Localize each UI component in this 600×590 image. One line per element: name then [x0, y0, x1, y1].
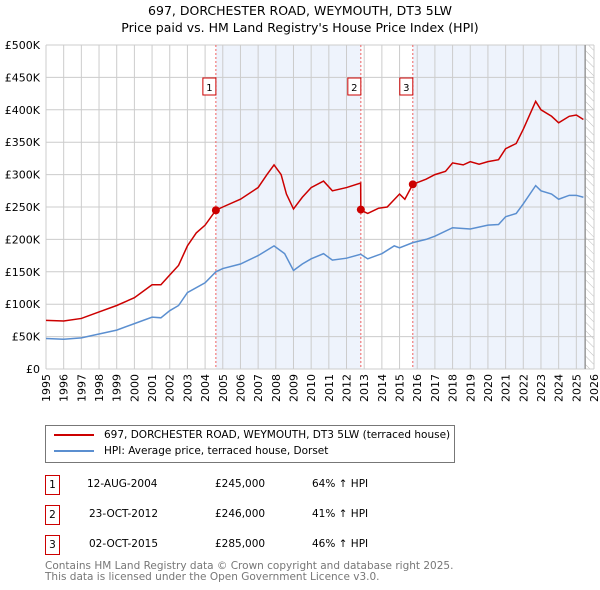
- x-tick-label: 2014: [376, 374, 389, 402]
- sale-label: 2: [351, 83, 357, 94]
- y-tick-label: £400K: [5, 104, 41, 117]
- y-tick-label: £450K: [5, 71, 41, 84]
- x-tick-label: 2001: [146, 374, 159, 402]
- sale-label-box: [347, 77, 362, 96]
- sale-hpi: 46% ↑ HPI: [312, 538, 369, 550]
- footer-licence: This data is licensed under the Open Gov…: [45, 571, 380, 583]
- x-tick-label: 2011: [323, 374, 336, 402]
- x-tick-label: 2007: [252, 374, 265, 402]
- y-tick-label: £150K: [5, 266, 41, 279]
- sale-point: [211, 206, 220, 215]
- legend-swatch-property: [54, 434, 94, 436]
- sale-label-box: [202, 77, 217, 96]
- x-tick-label: 2017: [429, 374, 442, 402]
- sale-price: £285,000: [215, 538, 266, 550]
- sale-price: £246,000: [215, 508, 266, 520]
- x-tick-label: 2020: [482, 374, 495, 402]
- x-tick-label: 2009: [287, 374, 300, 402]
- x-tick-label: 2015: [394, 374, 407, 402]
- sale-row: 3 02-OCT-2015 £285,000 46% ↑ HPI: [45, 535, 465, 555]
- x-tick-label: 2002: [164, 374, 177, 402]
- price-chart: 1995 1996 1997 1998 1999 2000 2001 2002 2003 2004…: [5, 39, 600, 402]
- x-tick-label: 2025: [570, 374, 583, 402]
- sale-number: 2: [45, 505, 60, 525]
- x-tick-label: 2018: [447, 374, 460, 402]
- x-tick-label: 2013: [358, 374, 371, 402]
- sale-row: 2 23-OCT-2012 £246,000 41% ↑ HPI: [45, 505, 465, 525]
- legend: 697, DORCHESTER ROAD, WEYMOUTH, DT3 5LW …: [45, 425, 455, 463]
- x-tick-label: 2008: [270, 374, 283, 402]
- chart-subtitle: Price paid vs. HM Land Registry's House …: [121, 20, 479, 35]
- sale-hpi: 41% ↑ HPI: [312, 508, 369, 520]
- series-line: [45, 184, 584, 340]
- y-tick-label: £250K: [5, 201, 41, 214]
- x-tick-label: 1997: [75, 374, 88, 402]
- x-tick-label: 2022: [517, 374, 530, 402]
- sale-row: 1 12-AUG-2004 £245,000 64% ↑ HPI: [45, 475, 465, 495]
- sale-label-box: [399, 77, 414, 96]
- sale-hpi: 64% ↑ HPI: [312, 478, 369, 490]
- x-tick-label: 2019: [464, 374, 477, 402]
- sale-point: [356, 205, 365, 214]
- y-tick-label: £300K: [5, 169, 41, 182]
- x-tick-label: 2010: [305, 374, 318, 402]
- sale-label: 1: [206, 83, 212, 94]
- sale-date: 23-OCT-2012: [89, 508, 158, 520]
- x-tick-label: 1998: [93, 374, 106, 402]
- sale-price: £245,000: [215, 478, 266, 490]
- x-tick-label: 2005: [217, 374, 230, 402]
- x-tick-label: 1996: [58, 374, 71, 402]
- sale-date: 12-AUG-2004: [87, 478, 158, 490]
- x-tick-label: 2016: [411, 374, 424, 402]
- x-tick-label: 1995: [40, 374, 53, 402]
- x-tick-label: 2004: [199, 374, 212, 402]
- legend-swatch-hpi: [54, 450, 94, 452]
- chart-title: 697, DORCHESTER ROAD, WEYMOUTH, DT3 5LW: [148, 3, 452, 18]
- sale-date: 02-OCT-2015: [89, 538, 158, 550]
- x-tick-label: 2003: [181, 374, 194, 402]
- x-tick-label: 2012: [341, 374, 354, 402]
- y-tick-label: £0: [26, 363, 40, 376]
- sale-number: 1: [45, 475, 60, 495]
- series-line: [45, 99, 584, 322]
- y-tick-label: £50K: [12, 331, 41, 344]
- y-tick-label: £200K: [5, 233, 41, 246]
- legend-label-property: 697, DORCHESTER ROAD, WEYMOUTH, DT3 5LW …: [104, 429, 451, 441]
- sale-point: [408, 180, 417, 189]
- x-tick-label: 2000: [128, 374, 141, 402]
- x-tick-label: 1999: [111, 374, 124, 402]
- x-tick-label: 2023: [535, 374, 548, 402]
- x-tick-label: 2006: [234, 374, 247, 402]
- y-tick-label: £100K: [5, 298, 41, 311]
- sale-label: 3: [403, 83, 409, 94]
- legend-label-hpi: HPI: Average price, terraced house, Dors…: [104, 445, 329, 457]
- y-tick-label: £500K: [5, 39, 41, 52]
- y-tick-label: £350K: [5, 136, 41, 149]
- x-tick-label: 2024: [553, 374, 566, 402]
- x-tick-label: 2021: [500, 374, 513, 402]
- x-tick-label: 2026: [588, 374, 600, 402]
- sale-number: 3: [45, 535, 60, 555]
- footer-copyright: Contains HM Land Registry data © Crown c…: [45, 560, 454, 572]
